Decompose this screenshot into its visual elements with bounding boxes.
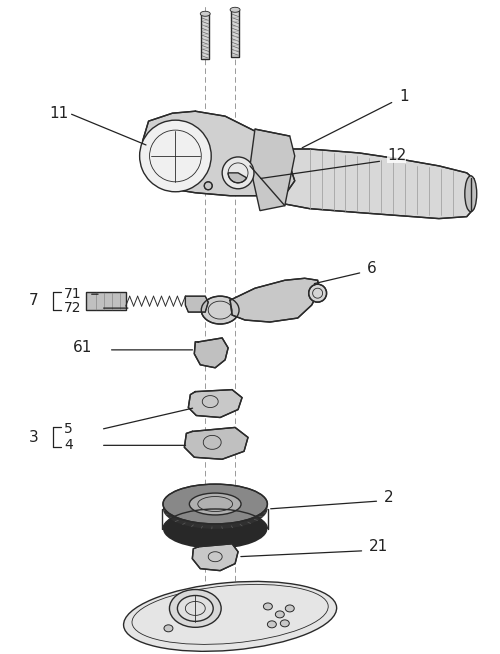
Text: 2: 2 <box>384 490 394 504</box>
Ellipse shape <box>163 489 268 529</box>
Ellipse shape <box>170 589 221 627</box>
Polygon shape <box>202 14 209 60</box>
Ellipse shape <box>200 11 210 16</box>
Polygon shape <box>184 428 248 459</box>
Text: 21: 21 <box>370 540 388 555</box>
Ellipse shape <box>164 625 173 632</box>
Polygon shape <box>142 111 295 196</box>
Ellipse shape <box>264 603 272 610</box>
Ellipse shape <box>308 284 326 302</box>
Polygon shape <box>228 173 246 183</box>
Ellipse shape <box>163 509 268 549</box>
Text: 4: 4 <box>64 438 73 453</box>
Ellipse shape <box>202 296 239 324</box>
Ellipse shape <box>163 484 268 524</box>
Polygon shape <box>188 390 242 417</box>
Text: 5: 5 <box>64 422 73 436</box>
Ellipse shape <box>276 611 284 618</box>
Ellipse shape <box>286 605 294 612</box>
Polygon shape <box>250 129 295 211</box>
Text: 71: 71 <box>64 287 82 301</box>
Text: 61: 61 <box>73 340 92 355</box>
Text: 12: 12 <box>387 148 406 164</box>
Polygon shape <box>192 543 238 571</box>
Ellipse shape <box>190 493 241 515</box>
Ellipse shape <box>230 7 240 12</box>
Polygon shape <box>194 338 228 368</box>
Ellipse shape <box>140 120 211 192</box>
Ellipse shape <box>268 621 276 628</box>
Text: 6: 6 <box>368 261 377 276</box>
Ellipse shape <box>280 620 289 627</box>
Polygon shape <box>231 10 239 56</box>
Ellipse shape <box>222 157 254 189</box>
Ellipse shape <box>178 596 213 621</box>
Ellipse shape <box>124 581 336 651</box>
Polygon shape <box>186 296 208 312</box>
Text: 3: 3 <box>29 430 39 445</box>
Ellipse shape <box>204 182 212 190</box>
Text: 7: 7 <box>29 292 39 307</box>
Polygon shape <box>230 278 320 322</box>
Text: 1: 1 <box>399 89 409 104</box>
Text: 11: 11 <box>49 106 68 121</box>
Text: 72: 72 <box>64 301 82 315</box>
Polygon shape <box>278 149 474 218</box>
Ellipse shape <box>465 176 476 212</box>
Polygon shape <box>86 292 126 310</box>
